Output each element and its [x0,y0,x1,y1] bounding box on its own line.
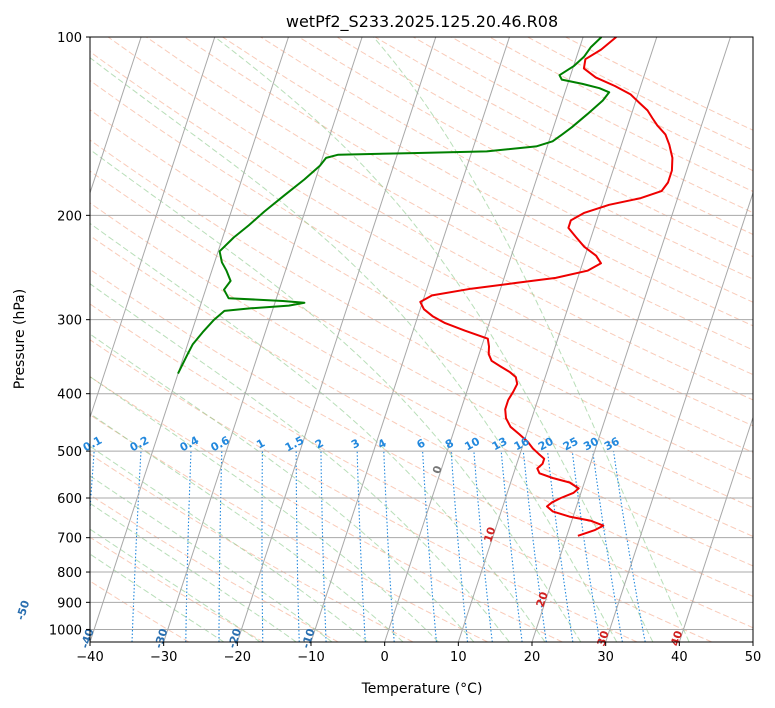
isotherm-label: 0 [430,464,445,476]
dry-adiabat [90,536,264,642]
y-tick-label: 900 [57,596,82,611]
dewpoint-profile [177,37,611,375]
mixing-ratio-line [90,451,95,518]
x-tick-label: 20 [524,650,541,665]
background-lines [0,37,753,642]
moist-adiabat [90,412,404,642]
y-tick-label: 500 [57,445,82,460]
y-tick-label: 800 [57,566,82,581]
moist-adiabat [90,149,582,642]
moist-adiabat [90,283,510,642]
isotherm-label: -30 [152,627,171,650]
dry-adiabat [90,170,753,537]
dry-adiabat [90,303,712,642]
axes: −40 −30 −20 −10 0 10 20 30 40 5010020030040050060… [49,31,761,665]
dry-adiabat [90,414,488,642]
mixing-ratio-lines [90,451,646,642]
mixing-ratio-line [383,451,395,642]
isotherm-label: -20 [226,627,245,650]
isotherm [531,37,731,642]
plot-frame [89,36,754,643]
moist-adiabat [90,376,439,642]
dry-adiabat [222,37,753,327]
moist-adiabat [90,528,261,642]
dry-adiabat [90,202,753,567]
mixing-ratio-label: 16 [512,435,532,454]
isotherm [752,640,753,642]
isotherm-label: 20 [534,590,551,609]
y-tick-label: 200 [57,209,82,224]
x-tick-label: 0 [381,650,389,665]
isotherm [605,191,753,642]
mixing-ratio-label: 36 [602,435,622,454]
moist-adiabat [90,222,546,642]
x-tick-label: 30 [597,650,614,665]
isotherm-label: 40 [668,629,685,648]
dry-adiabat [90,268,753,629]
dry-adiabat [90,376,563,642]
isotherm [236,37,437,642]
x-tick-label: 40 [671,650,688,665]
isotherm [163,37,363,642]
moist-adiabat [90,333,475,642]
moist-adiabat [90,502,297,642]
dry-adiabat [184,37,753,351]
mixing-ratio-label: 13 [490,435,510,454]
isotherm [310,37,510,642]
mixing-ratio-label: 10 [462,435,482,454]
isotherm [90,37,142,195]
mixing-ratio-line [218,451,223,642]
y-tick-label: 300 [57,314,82,329]
y-tick-label: 400 [57,388,82,403]
x-tick-label: −10 [297,650,324,665]
moist-adiabat [373,37,690,642]
dry-adiabat [107,37,753,401]
mixing-ratio-label: 20 [536,435,556,454]
mixing-ratio-line [356,451,366,642]
isotherm [457,37,658,642]
plot-area [90,37,753,642]
mixing-ratio-line [295,451,300,642]
mixing-ratio-line [185,451,192,642]
isotherm-label: 30 [595,629,612,648]
dry-adiabat [90,79,753,453]
isotherm [90,37,216,420]
x-tick-label: 50 [745,650,762,665]
isotherm-label: 10 [481,525,498,544]
dry-adiabat [90,339,638,642]
mixing-ratio-label: 30 [581,435,601,454]
mixing-ratio-line [320,451,327,642]
x-tick-label: −40 [76,650,103,665]
temperature-profile [419,37,674,537]
mixing-ratio-line [450,451,469,642]
isotherm-label: -40 [78,627,97,650]
isotherm [90,37,289,642]
y-axis-label: Pressure (hPa) [12,289,28,389]
y-tick-label: 1000 [49,623,82,638]
isotherm [384,37,584,642]
mixing-ratio-line [261,451,264,642]
profiles [177,37,674,537]
isotherm-label: -10 [299,627,318,650]
isotherm [0,37,67,642]
mixing-ratio-line [473,451,493,642]
isotherm-label: -50 [14,598,33,621]
dry-adiabat [90,139,753,509]
moist-adiabat [90,445,369,642]
x-tick-label: −30 [150,650,177,665]
mixing-ratio-label: 25 [561,435,581,454]
isotherm [678,415,753,642]
x-tick-label: −20 [224,650,251,665]
y-tick-label: 700 [57,532,82,547]
y-tick-label: 100 [57,31,82,46]
mixing-ratio-line [422,451,437,642]
chart-title: wetPf2_S233.2025.125.20.46.R08 [286,12,558,32]
x-axis-label: Temperature (°C) [361,681,483,697]
moist-adiabat [90,553,225,642]
dry-adiabat [90,235,753,597]
x-tick-label: 10 [450,650,467,665]
y-tick-label: 600 [57,492,82,507]
moist-adiabat [90,475,333,642]
